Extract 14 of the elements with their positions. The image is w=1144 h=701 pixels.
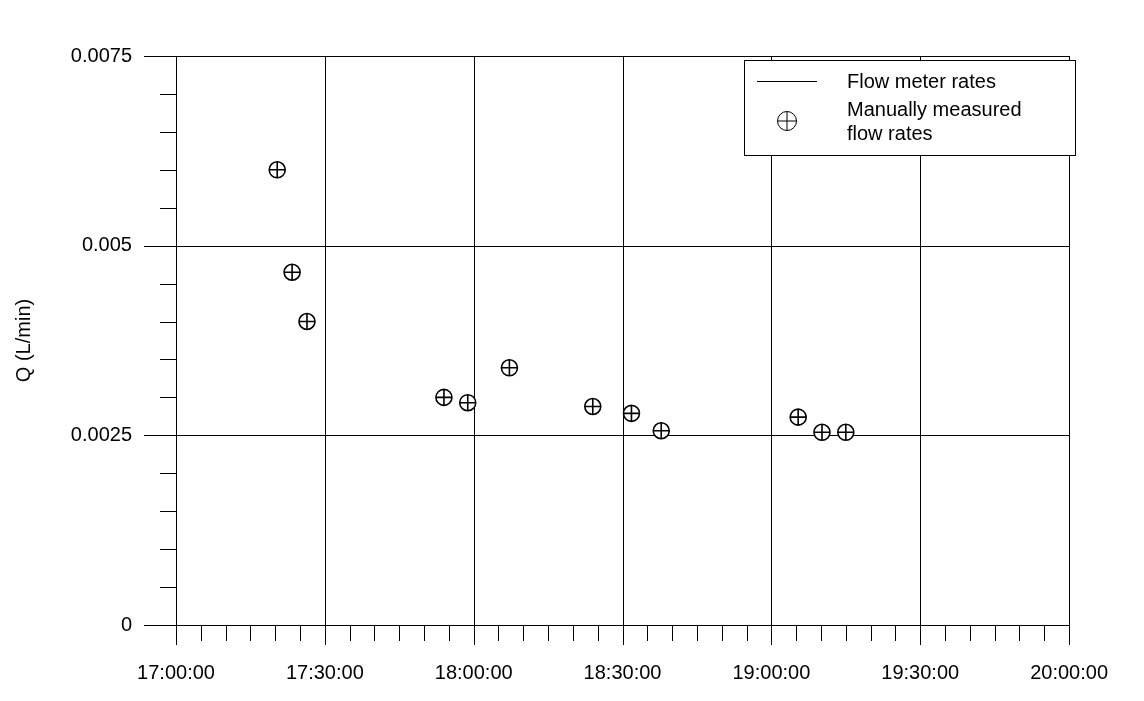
legend-box: Flow meter rates Manually measured flow rates	[744, 60, 1076, 156]
y-tick-label: 0	[120, 612, 132, 635]
x-tick-label: 17:00:00	[137, 660, 215, 683]
y-tick-label: 0.0025	[70, 422, 132, 445]
y-tick-label: 0.0075	[70, 43, 132, 66]
x-tick-label: 18:00:00	[434, 660, 513, 683]
y-axis-title: Q (L/min)	[11, 298, 34, 383]
x-tick-label: 19:30:00	[881, 660, 960, 683]
x-tick-label: 20:00:00	[1030, 660, 1108, 683]
y-tick-label: 0.005	[81, 233, 132, 256]
legend-label: Flow meter rates	[847, 69, 997, 93]
x-tick-label: 19:00:00	[732, 660, 811, 683]
x-tick-label: 17:30:00	[285, 660, 364, 683]
x-tick-label: 18:30:00	[583, 660, 662, 683]
